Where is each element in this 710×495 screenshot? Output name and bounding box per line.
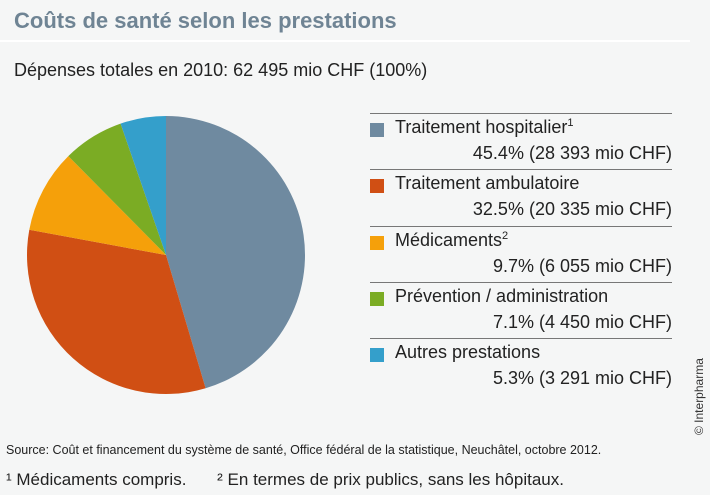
legend-label: Médicaments2 xyxy=(395,229,509,250)
pie-slice-3 xyxy=(68,123,166,255)
pie-chart xyxy=(26,116,306,394)
legend-swatch xyxy=(370,235,384,250)
source-note: Source: Coût et financement du système d… xyxy=(6,443,602,457)
legend-swatch xyxy=(370,348,384,363)
footnotes: ¹ Médicaments compris. ² En termes de pr… xyxy=(6,470,590,490)
legend-item: Autres prestations 5.3% (3 291 mio CHF) xyxy=(370,338,672,395)
pie-slice-2 xyxy=(29,156,166,255)
legend-item: Traitement ambulatoire 32.5% (20 335 mio … xyxy=(370,169,672,226)
legend-value: 5.3% (3 291 mio CHF) xyxy=(492,368,672,389)
copyright: © Interpharma xyxy=(692,358,706,435)
footnote-mark: 2 xyxy=(502,229,509,242)
legend-item: Prévention / administration 7.1% (4 450 m… xyxy=(370,281,672,339)
footnote-mark: 1 xyxy=(567,117,574,129)
legend-item: Traitement hospitalier1 45.4% (28 393 mio… xyxy=(370,113,672,170)
legend-value: 45.4% (28 393 mio CHF) xyxy=(472,143,672,163)
legend-value: 9.7% (6 055 mio CHF) xyxy=(492,255,672,276)
legend-swatch xyxy=(370,291,384,306)
pie-slice-1 xyxy=(26,229,206,394)
legend-swatch xyxy=(370,123,384,137)
legend-value: 7.1% (4 450 mio CHF) xyxy=(492,311,672,332)
pie-slice-4 xyxy=(120,116,166,255)
legend-swatch xyxy=(370,179,384,194)
legend-label: Traitement ambulatoire xyxy=(395,173,580,194)
pie-slice-0 xyxy=(166,116,306,389)
legend-label: Prévention / administration xyxy=(395,285,609,306)
title-divider xyxy=(0,40,690,42)
chart-subtitle: Dépenses totales en 2010: 62 495 mio CHF… xyxy=(14,60,428,80)
legend-value: 32.5% (20 335 mio CHF) xyxy=(472,199,672,220)
footnote-2: ² En termes de prix publics, sans les hô… xyxy=(217,470,564,489)
chart-title: Coûts de santé selon les prestations xyxy=(14,8,397,33)
legend-label: Autres prestations xyxy=(395,342,541,363)
footnote-1: ¹ Médicaments compris. xyxy=(6,470,187,489)
legend-item: Médicaments2 9.7% (6 055 mio CHF) xyxy=(370,225,672,283)
legend-label: Traitement hospitalier1 xyxy=(395,117,574,137)
